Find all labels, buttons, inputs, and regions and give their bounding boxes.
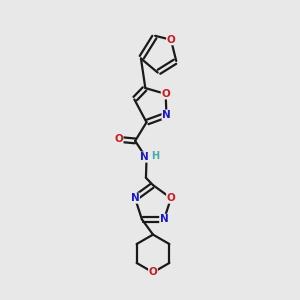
Text: N: N bbox=[162, 110, 171, 120]
Text: N: N bbox=[160, 214, 169, 224]
Text: N: N bbox=[140, 152, 148, 162]
Text: O: O bbox=[167, 193, 175, 203]
Text: H: H bbox=[152, 151, 160, 161]
Text: N: N bbox=[131, 193, 140, 203]
Text: O: O bbox=[167, 35, 175, 45]
Text: O: O bbox=[114, 134, 123, 144]
Text: O: O bbox=[161, 89, 170, 99]
Text: O: O bbox=[148, 267, 158, 278]
